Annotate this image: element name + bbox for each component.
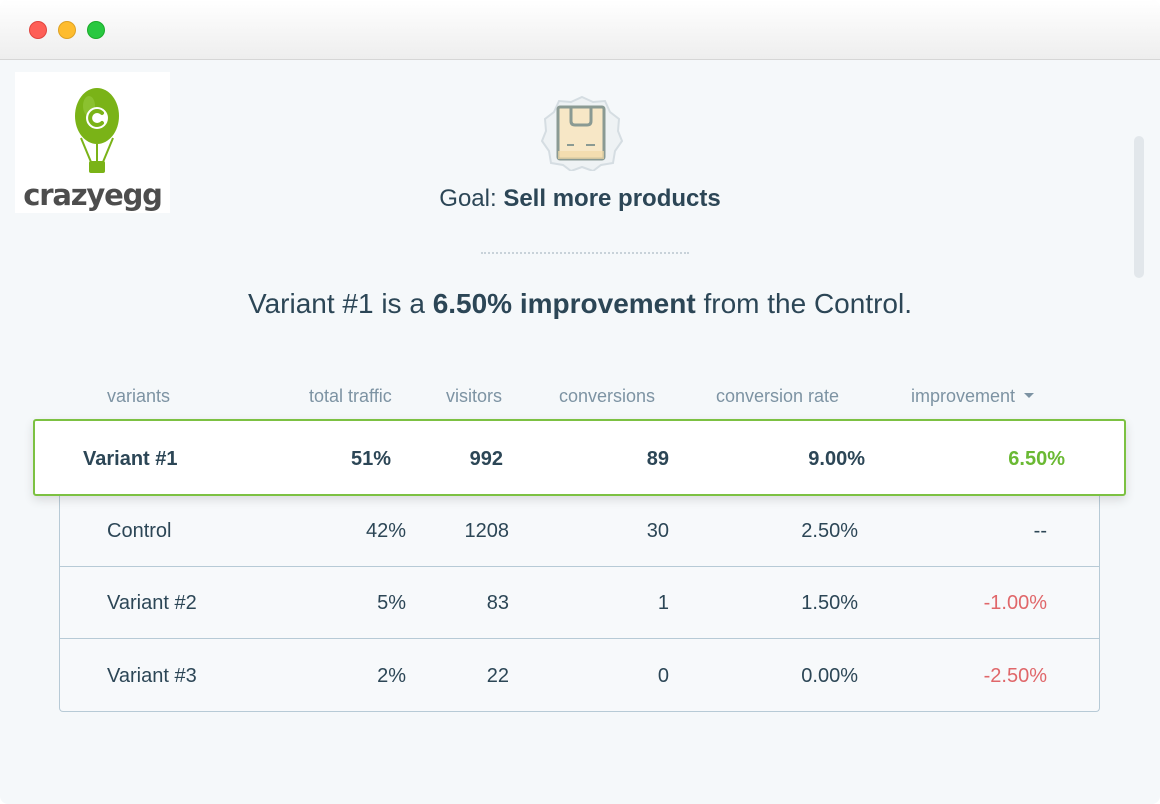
row-improvement: -- [1033, 520, 1047, 542]
result-headline: Variant #1 is a 6.50% improvement from t… [0, 288, 1160, 320]
row-improvement: -1.00% [983, 592, 1047, 614]
row-visitors: 22 [486, 665, 509, 687]
row-name: Variant #3 [107, 665, 197, 687]
column-header-conversions[interactable]: conversions [559, 386, 656, 406]
winner-visitors: 992 [469, 448, 503, 470]
row-traffic: 2% [377, 665, 406, 687]
headline-highlight: 6.50% improvement [432, 288, 696, 319]
winner-improvement: 6.50% [1008, 448, 1065, 470]
winner-conversions: 89 [646, 448, 669, 470]
crazyegg-logo: crazyegg [15, 72, 170, 213]
row-traffic: 5% [377, 592, 406, 614]
row-visitors: 83 [486, 592, 509, 614]
row-name: Control [107, 520, 172, 542]
row-divider [59, 638, 1100, 639]
balloon-logo-icon [75, 88, 119, 173]
column-header-visitors[interactable]: visitors [446, 386, 503, 406]
caret-down-icon [1024, 392, 1035, 398]
minimize-window-button[interactable] [58, 21, 76, 39]
title-bar [0, 0, 1160, 60]
column-header-total-traffic[interactable]: total traffic [309, 386, 392, 406]
row-conversion-rate: 1.50% [801, 592, 858, 614]
goal-name: Sell more products [503, 185, 721, 212]
winner-traffic: 51% [350, 448, 391, 470]
close-window-button[interactable] [29, 21, 47, 39]
winner-name: Variant #1 [83, 448, 178, 470]
dotted-divider [481, 252, 689, 254]
results-table [59, 494, 1100, 712]
row-conversions: 0 [657, 665, 669, 687]
row-conversion-rate: 0.00% [801, 665, 858, 687]
column-header-improvement[interactable]: improvement [911, 386, 1035, 407]
row-conversions: 30 [646, 520, 669, 542]
headline-suffix: from the Control. [703, 288, 912, 319]
goal-title: Goal: Sell more products [0, 185, 1160, 213]
zoom-window-button[interactable] [87, 21, 105, 39]
column-header-variants[interactable]: variants [107, 386, 171, 406]
row-conversion-rate: 2.50% [801, 520, 858, 542]
shopping-bag-icon [541, 95, 623, 171]
row-name: Variant #2 [107, 592, 197, 614]
row-improvement: -2.50% [983, 665, 1047, 687]
vertical-scrollbar[interactable] [1134, 136, 1144, 278]
row-conversions: 1 [657, 592, 669, 614]
column-header-improvement-label: improvement [911, 386, 1016, 406]
row-traffic: 42% [365, 520, 406, 542]
winner-row[interactable] [33, 419, 1126, 496]
winner-conversion-rate: 9.00% [808, 448, 865, 470]
column-header-conversion-rate[interactable]: conversion rate [716, 386, 840, 406]
row-divider [59, 566, 1100, 567]
row-visitors: 1208 [464, 520, 510, 542]
goal-prefix: Goal: [439, 185, 497, 212]
headline-prefix: Variant #1 is a [247, 288, 425, 319]
logo-wordmark: crazyegg [23, 178, 163, 212]
